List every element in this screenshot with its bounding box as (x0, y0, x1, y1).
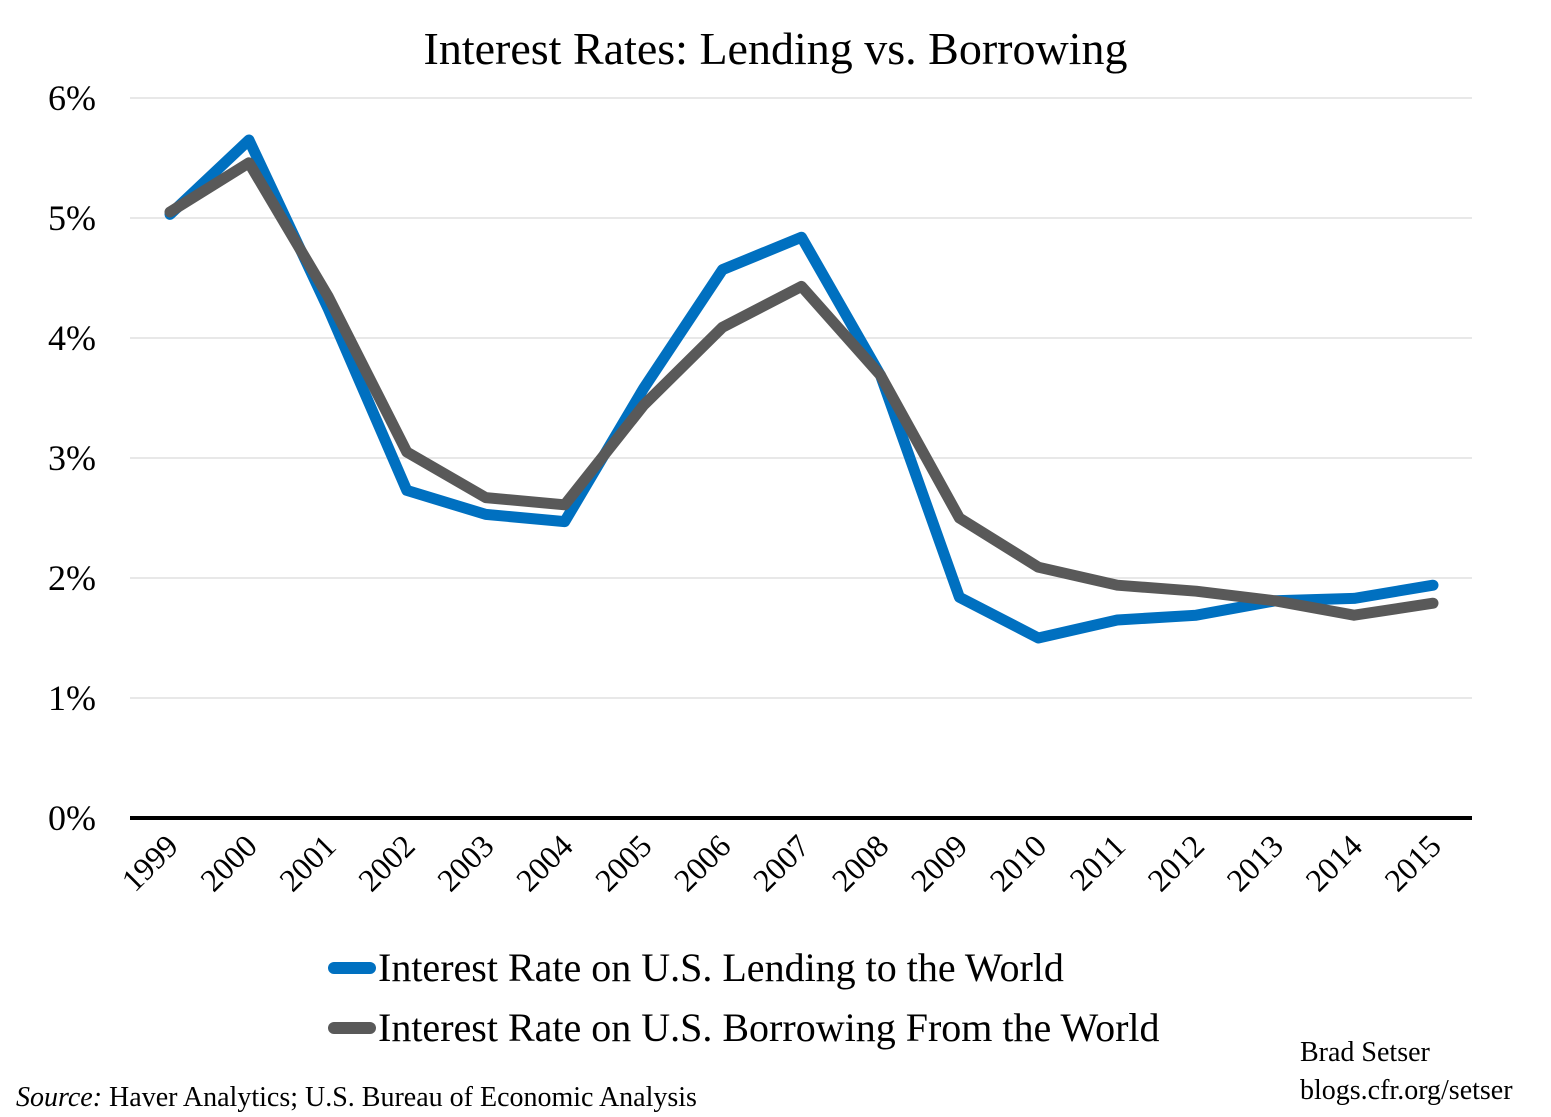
x-tick-label: 2011 (1062, 827, 1132, 897)
source-label: Source: (16, 1082, 103, 1113)
y-tick-label: 0% (48, 798, 96, 838)
y-tick-label: 5% (48, 198, 96, 238)
x-tick-label: 2010 (983, 827, 1054, 898)
x-tick-label: 1999 (114, 827, 185, 898)
credit-url[interactable]: blogs.cfr.org/setser (1300, 1075, 1513, 1106)
y-tick-label: 6% (48, 78, 96, 118)
y-tick-label: 3% (48, 438, 96, 478)
x-tick-label: 2003 (430, 827, 501, 898)
x-tick-label: 2007 (746, 827, 817, 898)
x-tick-label: 2005 (588, 827, 659, 898)
y-tick-label: 1% (48, 678, 96, 718)
x-tick-label: 2002 (351, 827, 422, 898)
legend-swatch-borrowing (328, 1021, 376, 1034)
x-tick-label: 2013 (1219, 827, 1290, 898)
y-tick-label: 4% (48, 318, 96, 358)
y-tick-label: 2% (48, 558, 96, 598)
legend-label-borrowing: Interest Rate on U.S. Borrowing From the… (378, 1005, 1160, 1050)
series-line-lending (164, 134, 1439, 644)
source-note: Source: Haver Analytics; U.S. Bureau of … (16, 1082, 697, 1114)
x-tick-label: 2015 (1377, 827, 1448, 898)
x-tick-label: 2006 (667, 827, 738, 898)
x-tick-label: 2009 (904, 827, 975, 898)
x-tick-label: 2004 (509, 827, 580, 898)
x-tick-label: 2008 (825, 827, 896, 898)
credit-name: Brad Setser (1300, 1037, 1430, 1068)
legend-swatch-lending (328, 961, 376, 974)
x-tick-label: 2000 (193, 827, 264, 898)
x-tick-label: 2001 (272, 827, 343, 898)
legend-label-lending: Interest Rate on U.S. Lending to the Wor… (378, 945, 1064, 990)
x-tick-label: 2014 (1298, 827, 1369, 898)
x-tick-label: 2012 (1140, 827, 1211, 898)
source-text: Haver Analytics; U.S. Bureau of Economic… (102, 1082, 697, 1113)
legend-item-borrowing: Interest Rate on U.S. Borrowing From the… (328, 1004, 1160, 1051)
legend-item-lending: Interest Rate on U.S. Lending to the Wor… (328, 944, 1064, 991)
credit: Brad Setser blogs.cfr.org/setser (1300, 1034, 1513, 1110)
chart-title: Interest Rates: Lending vs. Borrowing (423, 23, 1128, 74)
